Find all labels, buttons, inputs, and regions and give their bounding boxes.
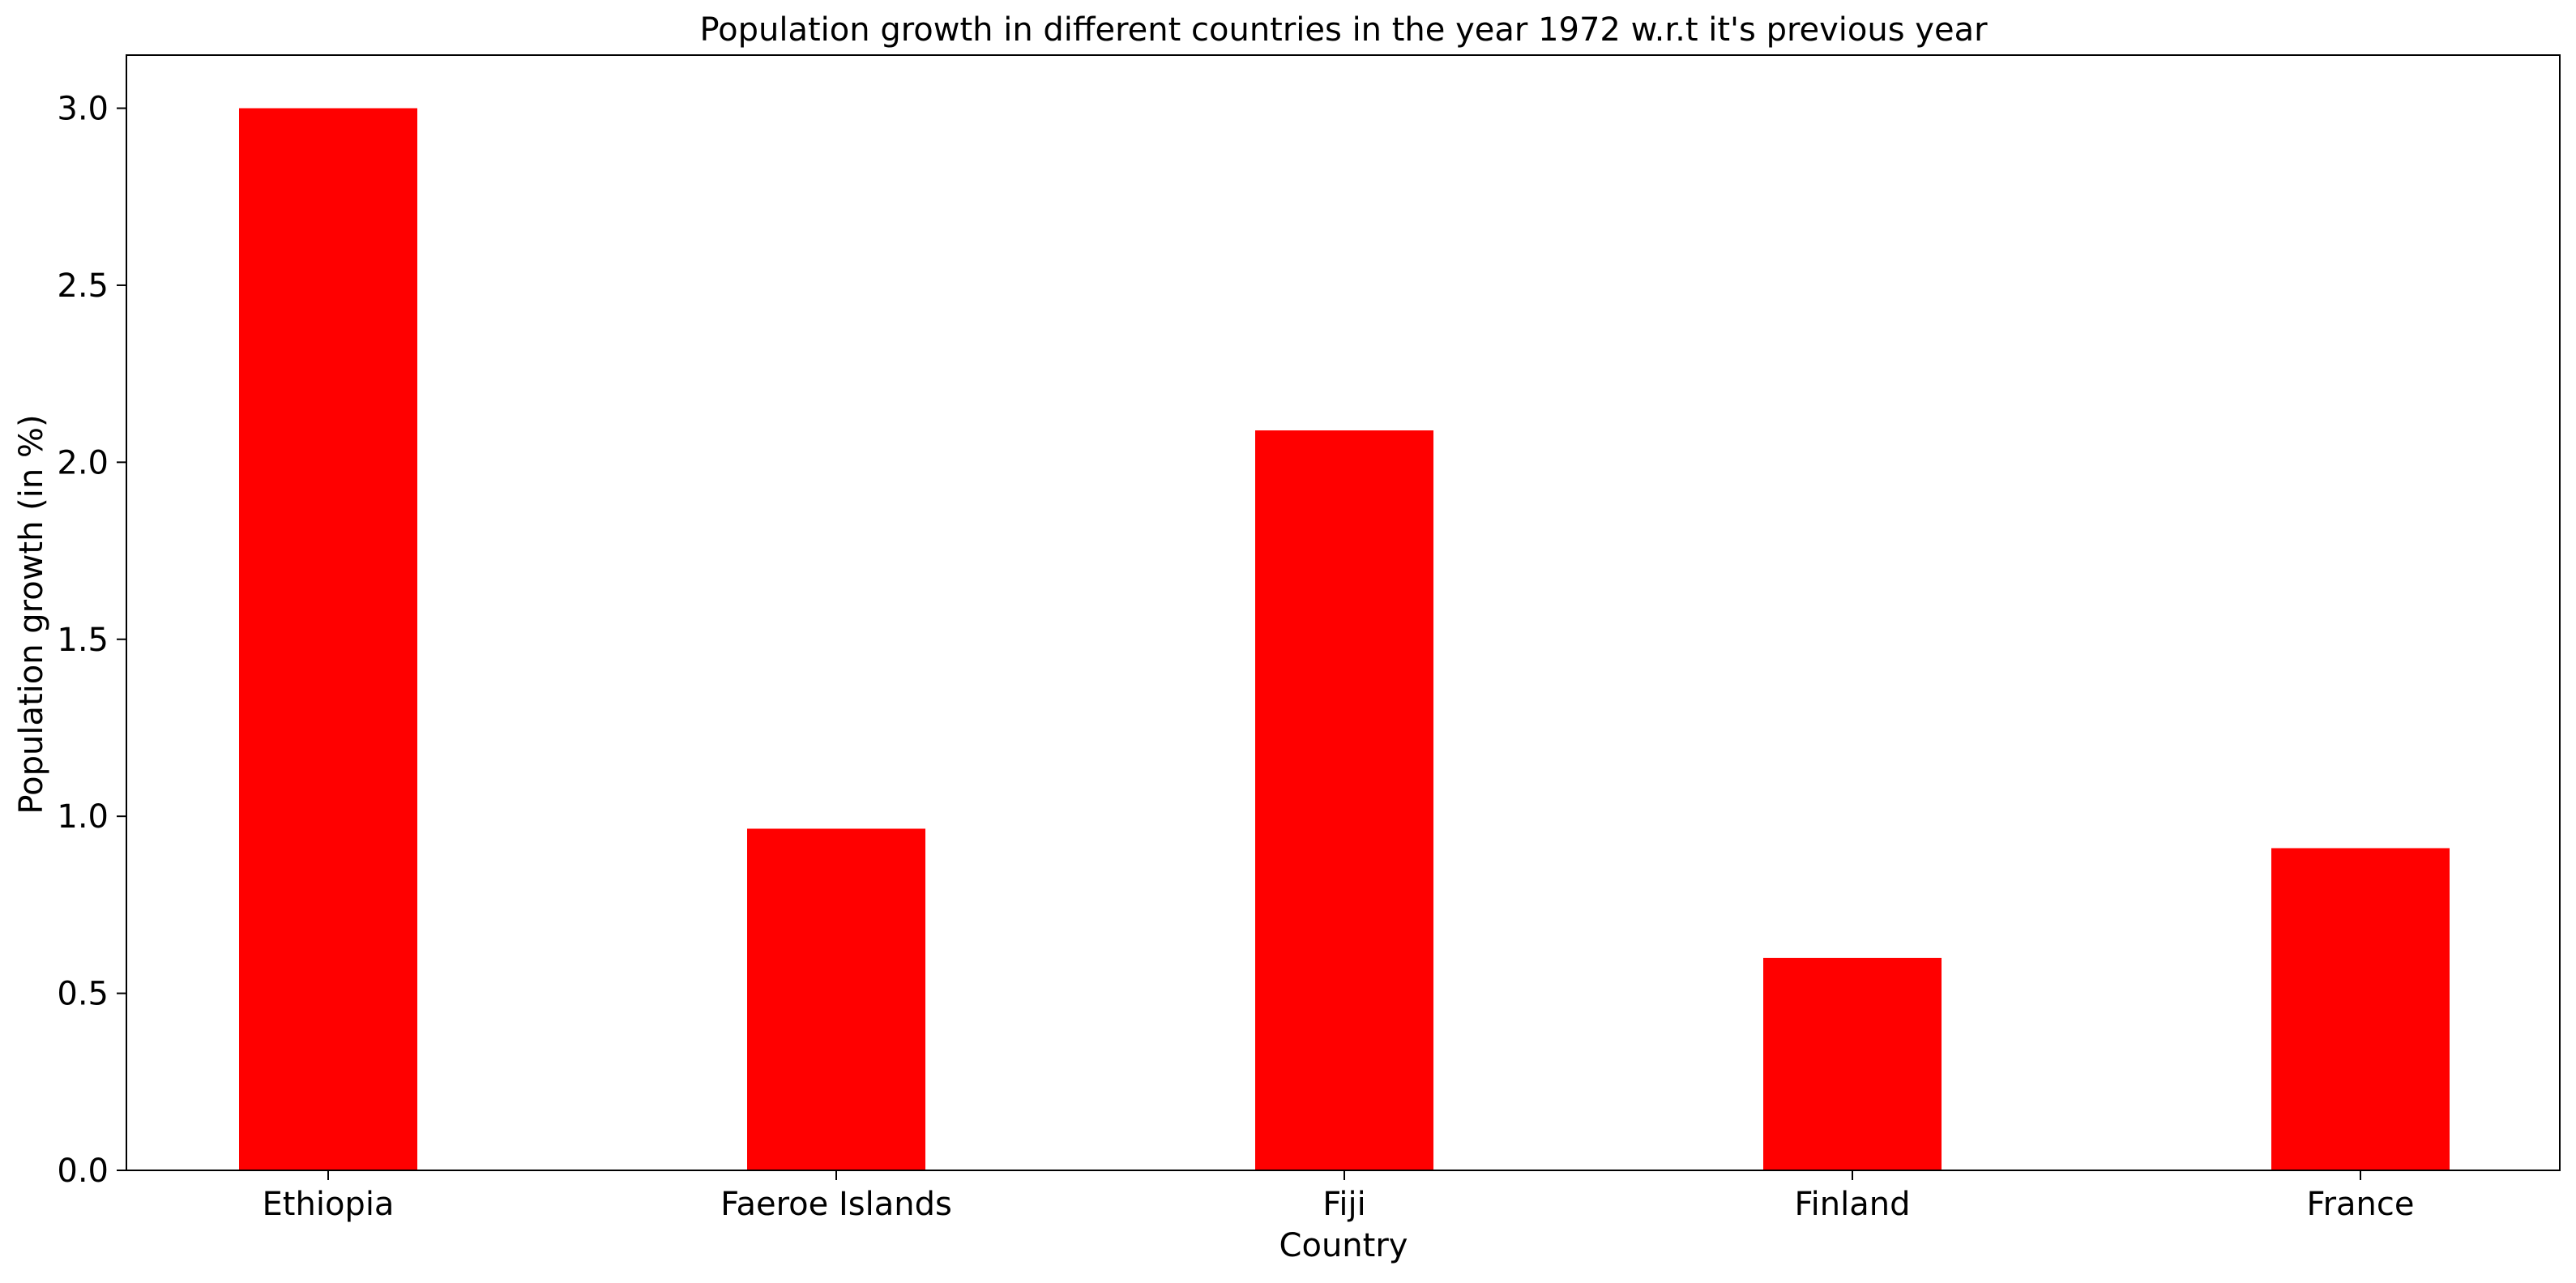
y-tick-label: 1.5 <box>57 622 109 659</box>
bar-france <box>2271 848 2450 1170</box>
x-axis-ticks: Ethiopia Faeroe Islands Fiji Finland France <box>263 1170 2415 1223</box>
y-tick-label: 1.0 <box>57 798 109 836</box>
y-axis-ticks: 0.0 0.5 1.0 1.5 2.0 2.5 3.0 <box>57 91 126 1190</box>
bars-group <box>239 108 2450 1170</box>
x-tick-label: Fiji <box>1322 1186 1365 1223</box>
x-tick-label: France <box>2306 1186 2414 1223</box>
y-tick-label: 2.0 <box>57 444 109 481</box>
bar-ethiopia <box>239 108 417 1170</box>
plot-frame <box>126 54 2561 1171</box>
x-tick-label: Finland <box>1795 1186 1911 1223</box>
y-tick-label: 3.0 <box>57 91 109 128</box>
chart-title: Population growth in different countries… <box>699 11 1988 49</box>
y-tick-label: 0.0 <box>57 1153 109 1190</box>
bar-fiji <box>1255 430 1433 1170</box>
y-tick-label: 2.5 <box>57 267 109 305</box>
bar-faeroe-islands <box>747 828 925 1170</box>
x-tick-label: Ethiopia <box>263 1186 395 1223</box>
bar-finland <box>1763 957 1942 1170</box>
y-axis-label: Population growth (in %) <box>13 414 50 814</box>
x-tick-label: Faeroe Islands <box>720 1186 952 1223</box>
x-axis-label: Country <box>1279 1227 1408 1264</box>
y-tick-label: 0.5 <box>57 976 109 1013</box>
